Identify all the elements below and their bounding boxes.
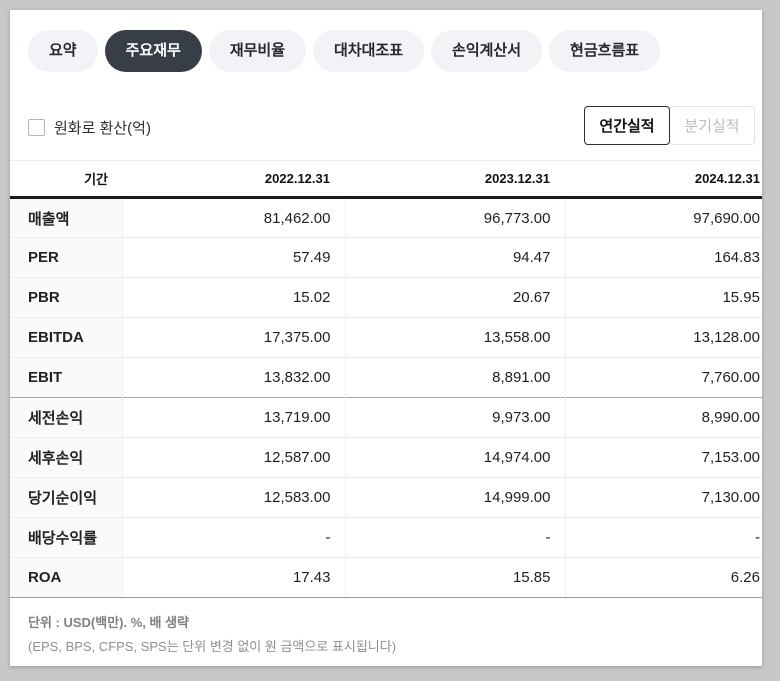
table-row: 매출액 81,462.00 96,773.00 97,690.00: [10, 197, 762, 238]
table-controls: 원화로 환산(억) 연간실적 분기실적: [28, 106, 755, 152]
cell-value: 12,587.00: [121, 437, 345, 478]
table-row: PER 57.49 94.47 164.83: [10, 237, 762, 278]
row-label: PBR: [10, 277, 122, 318]
column-header-2024: 2024.12.31: [565, 160, 762, 199]
cell-value: -: [344, 517, 565, 558]
cell-value: 17.43: [121, 557, 345, 598]
cell-value: 97,690.00: [564, 197, 762, 238]
cell-value: 13,128.00: [564, 317, 762, 358]
unit-notes: 단위 : USD(백만). %, 배 생략 (EPS, BPS, CFPS, S…: [28, 612, 396, 655]
unit-subnote-line: (EPS, BPS, CFPS, SPS는 단위 변경 없이 원 금액으로 표시…: [28, 639, 397, 654]
financials-tab-bar: 요약 주요재무 재무비율 대차대조표 손익계산서 현금흐름표: [28, 30, 661, 72]
cell-value: -: [564, 517, 762, 558]
cell-value: 13,558.00: [344, 317, 565, 358]
tab-key-financials[interactable]: 주요재무: [104, 30, 202, 72]
cell-value: 15.85: [344, 557, 565, 598]
cell-value: 8,891.00: [344, 357, 565, 398]
cell-value: 9,973.00: [344, 397, 565, 438]
cell-value: 12,583.00: [121, 477, 345, 518]
table-row: 세전손익 13,719.00 9,973.00 8,990.00: [10, 397, 762, 438]
cell-value: 96,773.00: [344, 197, 565, 238]
row-label: EBITDA: [10, 317, 122, 358]
cell-value: 57.49: [121, 237, 345, 278]
row-label: 배당수익률: [10, 517, 122, 558]
row-label: 세후손익: [10, 437, 122, 478]
cell-value: 94.47: [344, 237, 565, 278]
financials-table: 기간 2022.12.31 2023.12.31 2024.12.31 매출액 …: [10, 160, 762, 598]
period-toggle: 연간실적 분기실적: [584, 106, 755, 145]
cell-value: 7,130.00: [564, 477, 762, 518]
quarterly-results-button[interactable]: 분기실적: [669, 106, 755, 145]
column-header-period: 기간: [10, 160, 122, 199]
cell-value: 14,999.00: [344, 477, 565, 518]
tab-balance-sheet[interactable]: 대차대조표: [313, 30, 425, 72]
cell-value: 6.26: [564, 557, 762, 598]
cell-value: 8,990.00: [564, 397, 762, 438]
tab-summary[interactable]: 요약: [28, 30, 98, 72]
table-header-row: 기간 2022.12.31 2023.12.31 2024.12.31: [10, 160, 762, 199]
krw-conversion-label: 원화로 환산(억): [54, 120, 151, 137]
tab-income-statement[interactable]: 손익계산서: [431, 30, 543, 72]
krw-conversion-checkbox[interactable]: [28, 119, 45, 136]
row-label: 세전손익: [10, 397, 122, 438]
cell-value: 20.67: [344, 277, 565, 318]
cell-value: 81,462.00: [121, 197, 345, 238]
cell-value: 13,832.00: [121, 357, 345, 398]
financials-panel: 요약 주요재무 재무비율 대차대조표 손익계산서 현금흐름표 원화로 환산(억)…: [10, 10, 762, 666]
table-row: PBR 15.02 20.67 15.95: [10, 277, 762, 318]
cell-value: 7,153.00: [564, 437, 762, 478]
row-label: EBIT: [10, 357, 122, 398]
cell-value: 15.95: [564, 277, 762, 318]
cell-value: 164.83: [564, 237, 762, 278]
row-label: PER: [10, 237, 122, 278]
unit-note-line: 단위 : USD(백만). %, 배 생략: [28, 615, 189, 630]
krw-conversion-toggle[interactable]: 원화로 환산(억): [28, 117, 151, 138]
cell-value: 14,974.00: [344, 437, 565, 478]
cell-value: 17,375.00: [121, 317, 345, 358]
row-label: 당기순이익: [10, 477, 122, 518]
table-row: 당기순이익 12,583.00 14,999.00 7,130.00: [10, 477, 762, 518]
table-row: EBITDA 17,375.00 13,558.00 13,128.00: [10, 317, 762, 358]
column-header-2023: 2023.12.31: [345, 160, 565, 199]
cell-value: -: [121, 517, 345, 558]
row-label: ROA: [10, 557, 122, 598]
table-row: ROA 17.43 15.85 6.26: [10, 557, 762, 598]
cell-value: 7,760.00: [564, 357, 762, 398]
tab-cash-flow[interactable]: 현금흐름표: [549, 30, 661, 72]
cell-value: 13,719.00: [121, 397, 345, 438]
column-header-2022: 2022.12.31: [122, 160, 345, 199]
cell-value: 15.02: [121, 277, 345, 318]
table-row: 배당수익률 - - -: [10, 517, 762, 558]
annual-results-button[interactable]: 연간실적: [584, 106, 670, 145]
row-label: 매출액: [10, 197, 122, 238]
table-row: EBIT 13,832.00 8,891.00 7,760.00: [10, 357, 762, 398]
table-row: 세후손익 12,587.00 14,974.00 7,153.00: [10, 437, 762, 478]
tab-financial-ratios[interactable]: 재무비율: [208, 30, 307, 72]
